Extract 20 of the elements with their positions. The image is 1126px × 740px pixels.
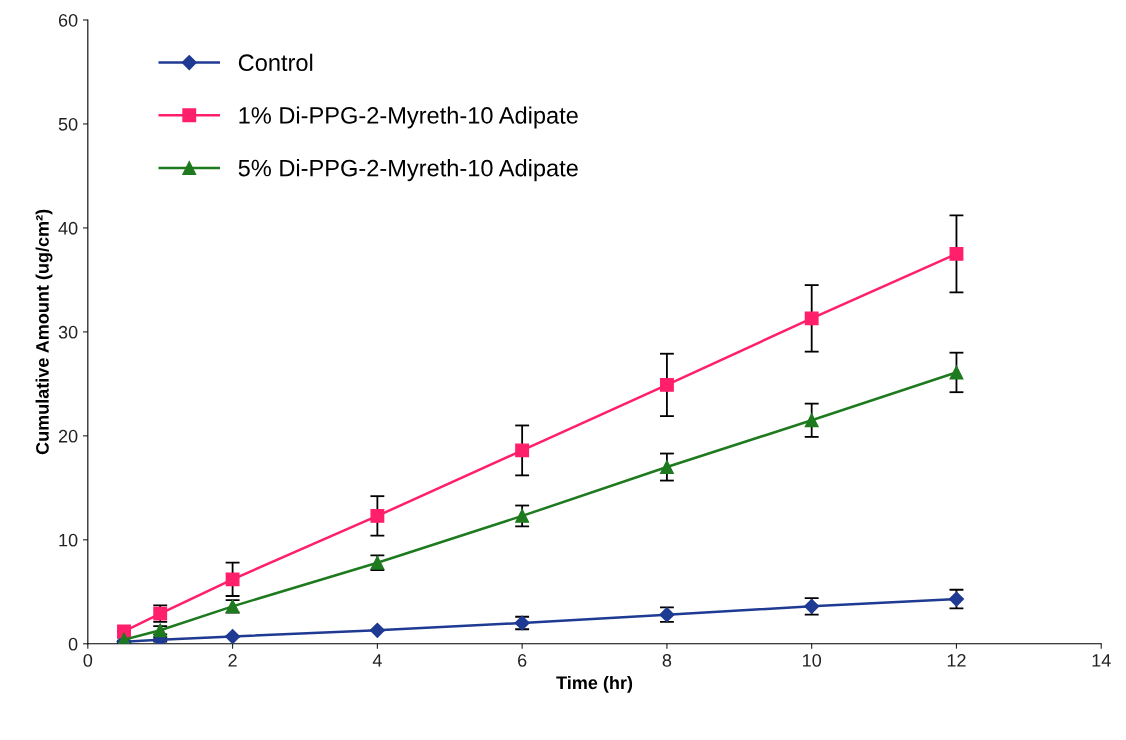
y-tick-label: 40 — [58, 221, 78, 235]
x-tick-label: 14 — [1092, 654, 1111, 667]
legend-label: Control — [238, 53, 313, 72]
y-tick-label: 60 — [58, 13, 78, 27]
y-tick-label: 20 — [58, 429, 78, 443]
y-tick-label: 30 — [58, 325, 78, 339]
x-tick-label: 8 — [662, 654, 672, 667]
y-axis-title: Cumulative Amount (ug/cm²) — [35, 209, 53, 455]
x-tick-label: 0 — [83, 654, 93, 667]
x-tick-label: 12 — [947, 654, 966, 667]
x-tick-label: 4 — [372, 654, 382, 667]
x-tick-label: 6 — [518, 654, 527, 667]
x-axis-title: Time (hr) — [556, 675, 633, 693]
y-tick-label: 10 — [59, 533, 78, 547]
y-tick-label: 50 — [58, 117, 78, 131]
legend-label: 5% Di-PPG-2-Myreth-10 Adipate — [238, 159, 578, 182]
y-tick-label: 0 — [68, 637, 78, 651]
x-tick-label: 2 — [228, 654, 237, 667]
x-tick-label: 10 — [803, 654, 822, 667]
legend-label: 1% Di-PPG-2-Myreth-10 Adipate — [239, 106, 578, 129]
